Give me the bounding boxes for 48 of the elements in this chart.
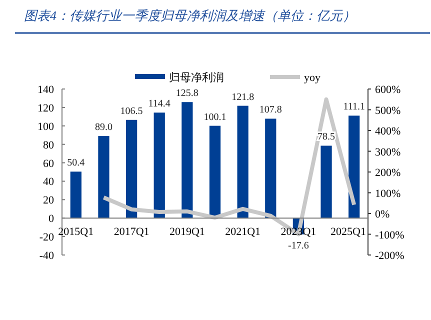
y2-tick-label: -100% bbox=[375, 229, 404, 242]
y-tick-label: 120 bbox=[38, 102, 54, 114]
y2-tick-label: 300% bbox=[375, 146, 401, 158]
y2-tick-label: 200% bbox=[375, 167, 401, 179]
y2-tick-label: 600% bbox=[375, 84, 401, 96]
bar bbox=[265, 118, 276, 218]
legend-label: yoy bbox=[304, 72, 321, 84]
data-label: 111.1 bbox=[343, 102, 365, 113]
y-tick-label: 140 bbox=[38, 84, 54, 96]
y-tick-label: 0 bbox=[48, 213, 54, 226]
y2-tick-label: -200% bbox=[375, 250, 404, 262]
data-label: 78.5 bbox=[318, 132, 336, 143]
y-tick-label: -40 bbox=[39, 250, 54, 262]
y-tick-label: 20 bbox=[43, 194, 54, 207]
data-label: 89.0 bbox=[94, 122, 112, 134]
bar bbox=[70, 172, 82, 218]
x-tick-label: 2017Q1 bbox=[114, 226, 150, 238]
x-tick-label: 2015Q1 bbox=[58, 226, 94, 238]
bar bbox=[182, 102, 193, 218]
bar bbox=[237, 106, 248, 218]
data-label: 121.8 bbox=[232, 92, 254, 103]
y-tick-label: 60 bbox=[43, 158, 54, 170]
chart-title: 图表4：传媒行业一季度归母净利润及增速（单位：亿元） bbox=[24, 8, 356, 23]
data-label: 114.4 bbox=[148, 98, 170, 110]
y-tick-label: 80 bbox=[43, 139, 54, 152]
bar bbox=[348, 116, 360, 218]
bar bbox=[320, 146, 332, 218]
y-tick-label: 100 bbox=[38, 120, 54, 133]
x-tick-label: 2023Q1 bbox=[280, 226, 316, 238]
bar bbox=[98, 136, 110, 218]
data-label: 107.8 bbox=[259, 104, 282, 116]
data-label: -17.6 bbox=[288, 240, 309, 252]
y-tick-label: -20 bbox=[39, 232, 54, 244]
x-tick-label: 2025Q1 bbox=[330, 226, 366, 238]
y-tick-label: 40 bbox=[43, 176, 54, 188]
y2-tick-label: 400% bbox=[375, 126, 401, 138]
data-label: 100.1 bbox=[204, 112, 226, 123]
y2-tick-label: 100% bbox=[375, 188, 401, 200]
y2-tick-label: 500% bbox=[375, 104, 401, 117]
legend-label: 归母净利润 bbox=[169, 71, 224, 84]
x-tick-label: 2021Q1 bbox=[225, 226, 261, 238]
bar bbox=[126, 120, 138, 218]
x-tick-label: 2019Q1 bbox=[169, 226, 205, 238]
y2-tick-label: 0% bbox=[375, 208, 390, 220]
data-label: 106.5 bbox=[120, 106, 143, 117]
data-label: 125.8 bbox=[176, 88, 198, 100]
bar bbox=[154, 112, 165, 218]
data-label: 50.4 bbox=[67, 158, 85, 169]
